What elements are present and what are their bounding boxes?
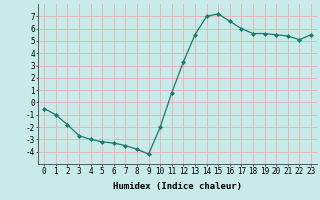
X-axis label: Humidex (Indice chaleur): Humidex (Indice chaleur) xyxy=(113,182,242,191)
